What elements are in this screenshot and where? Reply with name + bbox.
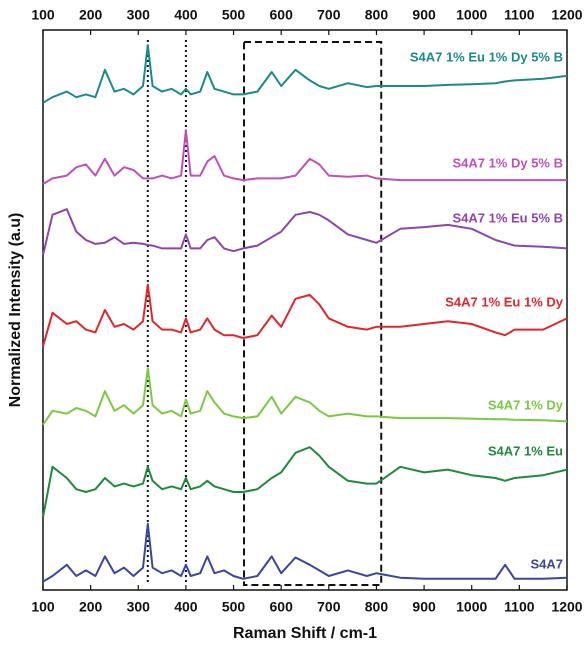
series-line <box>42 129 567 185</box>
x-tick-label-top: 700 <box>317 7 341 23</box>
x-tick-label: 700 <box>317 599 341 615</box>
highlight-box <box>243 41 383 586</box>
x-tick-label: 500 <box>222 599 246 615</box>
x-tick-label: 200 <box>79 599 103 615</box>
legend-label: S4A7 1% Eu <box>488 443 563 458</box>
x-tick-label: 600 <box>270 599 294 615</box>
x-tick-label: 300 <box>127 599 151 615</box>
x-tick-label-top: 400 <box>174 7 198 23</box>
x-tick-label: 1200 <box>551 599 582 615</box>
x-tick-label: 900 <box>412 599 436 615</box>
series-line <box>42 367 568 426</box>
legend-label: S4A7 1% Eu 1% Dy 5% B <box>410 49 563 64</box>
x-tick-label: 400 <box>174 599 198 615</box>
series-line <box>42 44 568 104</box>
legend-label: S4A7 1% Dy 5% B <box>452 155 563 170</box>
x-tick-label: 800 <box>365 599 389 615</box>
series-line <box>42 522 568 583</box>
series-line <box>42 208 568 256</box>
series-line <box>42 446 568 518</box>
legend-label: S4A7 1% Eu 5% B <box>452 210 563 225</box>
x-tick-label-top: 1000 <box>456 7 487 23</box>
x-axis-title: Raman Shift / cm-1 <box>233 625 377 642</box>
x-tick-label-top: 1200 <box>551 7 582 23</box>
x-tick-label: 1000 <box>456 599 487 615</box>
x-tick-label-top: 800 <box>365 7 389 23</box>
x-tick-label-top: 500 <box>222 7 246 23</box>
x-tick-label-top: 200 <box>79 7 103 23</box>
x-tick-label: 1100 <box>504 599 535 615</box>
x-tick-label-top: 100 <box>31 7 55 23</box>
x-tick-label-top: 900 <box>412 7 436 23</box>
x-tick-label: 100 <box>31 599 55 615</box>
x-tick-label-top: 300 <box>127 7 151 23</box>
plot-frame <box>42 29 568 591</box>
legend-label: S4A7 1% Eu 1% Dy <box>445 294 564 309</box>
legend-label: S4A7 <box>530 556 563 571</box>
x-tick-label-top: 600 <box>270 7 294 23</box>
x-tick-label-top: 1100 <box>504 7 535 23</box>
series-line <box>42 283 568 347</box>
legend-label: S4A7 1% Dy <box>488 397 564 412</box>
y-axis-title: Normalized Intensity (a.u) <box>7 213 24 408</box>
